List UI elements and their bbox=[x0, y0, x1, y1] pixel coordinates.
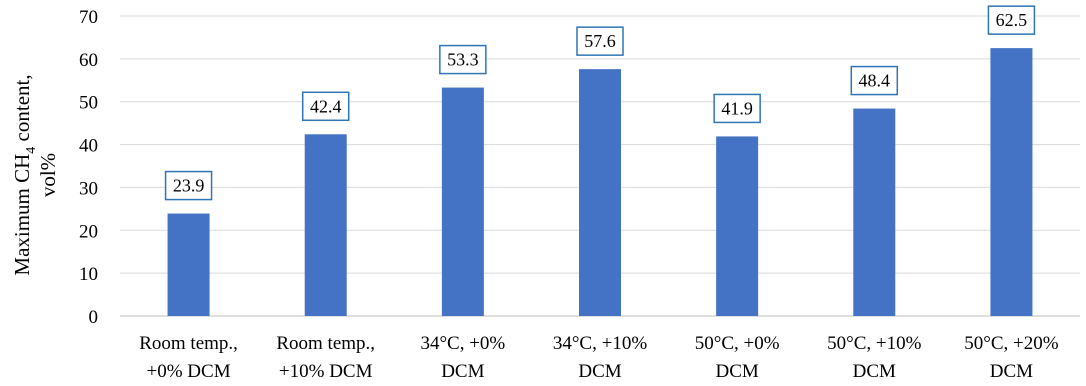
category-label-line: DCM bbox=[715, 361, 758, 382]
category-label: 34°C, +10% DCM bbox=[553, 333, 647, 382]
category-label-line: 50°C, +20% bbox=[964, 333, 1058, 354]
y-tick-label: 30 bbox=[79, 178, 98, 199]
data-label: 62.5 bbox=[987, 5, 1036, 35]
y-tick-label: 20 bbox=[79, 221, 98, 242]
category-label: 34°C, +0% DCM bbox=[420, 333, 505, 382]
data-label: 53.3 bbox=[439, 44, 487, 75]
category-label-line: DCM bbox=[441, 361, 484, 382]
y-tick-label: 60 bbox=[79, 50, 98, 71]
data-label-value: 57.6 bbox=[584, 31, 616, 51]
category-label-line: 50°C, +0% bbox=[695, 333, 780, 354]
data-label-value: 48.4 bbox=[859, 71, 891, 91]
x-axis-categories: Room temp., +0% DCM Room temp., +10% DCM 34°… bbox=[139, 333, 1059, 382]
data-label-box bbox=[576, 26, 624, 56]
category-label: 50°C, +10% DCM bbox=[827, 333, 921, 382]
data-label-value: 41.9 bbox=[721, 98, 753, 118]
bars bbox=[167, 48, 1033, 317]
category-label-line: 34°C, +10% bbox=[553, 333, 647, 354]
category-label-line: Room temp., bbox=[139, 333, 238, 354]
data-label-box bbox=[987, 5, 1036, 35]
y-tick-label: 40 bbox=[79, 136, 98, 157]
category-label: 50°C, +0% DCM bbox=[695, 333, 780, 382]
bar bbox=[716, 136, 759, 316]
data-label-value: 23.9 bbox=[173, 176, 205, 196]
category-label-line: DCM bbox=[990, 361, 1033, 382]
data-labels: 23.9 42.4 53.3 57.6 41.9 48.4 62.5 bbox=[164, 5, 1036, 201]
category-label: Room temp., +10% DCM bbox=[276, 333, 375, 382]
y-axis-ticks: 0 10 20 30 40 50 60 70 bbox=[79, 7, 98, 328]
y-tick-label: 50 bbox=[79, 93, 98, 114]
y-tick-label: 10 bbox=[79, 264, 98, 285]
category-label-line: +10% DCM bbox=[279, 361, 373, 382]
bar bbox=[990, 48, 1033, 317]
data-label-box bbox=[301, 91, 350, 122]
bar bbox=[167, 213, 210, 316]
bar bbox=[304, 134, 347, 316]
y-tick-label: 70 bbox=[79, 7, 98, 28]
y-axis-label-suffix: content, bbox=[10, 74, 34, 146]
bar bbox=[441, 87, 484, 316]
category-label-line: +0% DCM bbox=[147, 361, 231, 382]
data-label: 41.9 bbox=[713, 93, 761, 124]
data-label-value: 62.5 bbox=[996, 10, 1028, 30]
bar bbox=[853, 108, 896, 316]
y-tick-label: 0 bbox=[89, 307, 99, 328]
y-axis-label-prefix: Maximum CH bbox=[10, 154, 34, 276]
category-label-line: 50°C, +10% bbox=[827, 333, 921, 354]
y-axis-label-line2: vol% bbox=[36, 153, 60, 197]
category-label-line: Room temp., bbox=[276, 333, 375, 354]
data-label-value: 53.3 bbox=[447, 50, 479, 70]
data-label: 42.4 bbox=[301, 91, 350, 122]
y-axis-label-subscript: 4 bbox=[24, 147, 39, 154]
category-label-line: DCM bbox=[578, 361, 621, 382]
data-label: 23.9 bbox=[164, 170, 213, 201]
category-label: Room temp., +0% DCM bbox=[139, 333, 238, 382]
data-label: 48.4 bbox=[850, 65, 899, 96]
data-label-box bbox=[164, 170, 213, 201]
data-label-box bbox=[850, 65, 899, 96]
data-label-value: 42.4 bbox=[310, 96, 342, 116]
y-axis-label-line1: Maximum CH4 content, bbox=[10, 74, 39, 275]
data-label-box bbox=[713, 93, 761, 124]
bar bbox=[579, 69, 621, 317]
category-label-line: 34°C, +0% bbox=[420, 333, 505, 354]
data-label: 57.6 bbox=[576, 26, 624, 56]
data-label-box bbox=[439, 44, 487, 75]
category-label: 50°C, +20% DCM bbox=[964, 333, 1058, 382]
y-axis-label: Maximum CH4 content, vol% bbox=[10, 74, 60, 275]
category-label-line: DCM bbox=[853, 361, 896, 382]
